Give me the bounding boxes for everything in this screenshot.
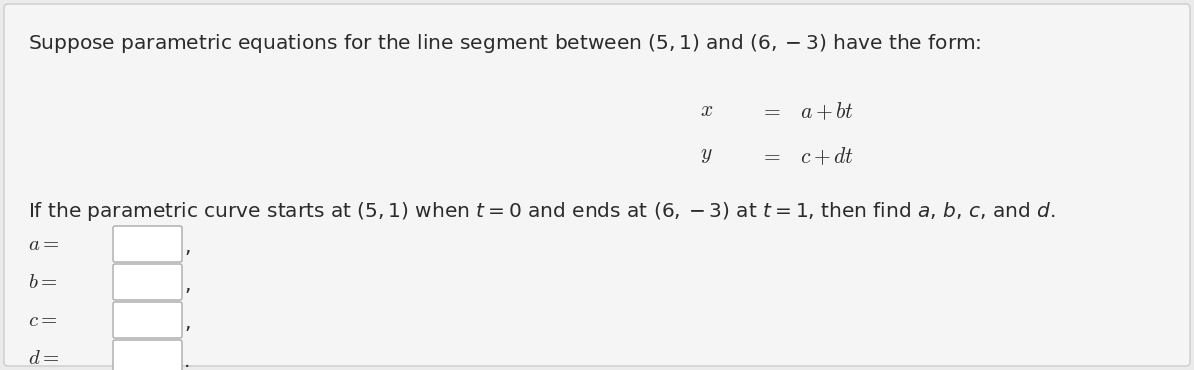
Text: $y$: $y$: [700, 145, 713, 165]
Text: Suppose parametric equations for the line segment between $(5, 1)$ and $(6, -3)$: Suppose parametric equations for the lin…: [27, 32, 981, 55]
Text: $x$: $x$: [700, 100, 713, 120]
Text: $d =$: $d =$: [27, 348, 60, 368]
Text: $=$: $=$: [761, 145, 781, 165]
Text: $a + bt$: $a + bt$: [800, 100, 854, 122]
Text: ,: ,: [184, 238, 191, 258]
Text: ,: ,: [184, 276, 191, 295]
Text: $b =$: $b =$: [27, 272, 57, 292]
Text: .: .: [184, 352, 190, 370]
Text: $c =$: $c =$: [27, 310, 57, 330]
FancyBboxPatch shape: [113, 226, 181, 262]
Text: If the parametric curve starts at $(5, 1)$ when $t = 0$ and ends at $(6, -3)$ at: If the parametric curve starts at $(5, 1…: [27, 200, 1055, 223]
FancyBboxPatch shape: [113, 340, 181, 370]
Text: ,: ,: [184, 314, 191, 333]
Text: $a =$: $a =$: [27, 234, 60, 254]
FancyBboxPatch shape: [113, 302, 181, 338]
Text: $c + dt$: $c + dt$: [800, 145, 854, 167]
FancyBboxPatch shape: [4, 4, 1190, 366]
FancyBboxPatch shape: [113, 264, 181, 300]
Text: $=$: $=$: [761, 100, 781, 120]
